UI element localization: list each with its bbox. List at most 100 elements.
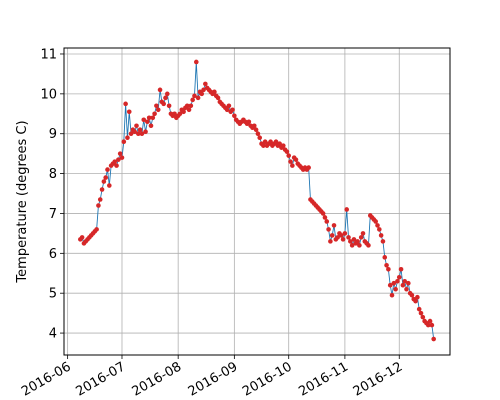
data-point bbox=[195, 95, 201, 101]
data-point bbox=[360, 231, 366, 236]
data-point bbox=[322, 215, 328, 220]
data-point bbox=[190, 97, 195, 103]
data-point bbox=[288, 159, 293, 164]
x-tick-label: 2016-09 bbox=[186, 359, 241, 399]
data-point bbox=[393, 286, 398, 292]
data-point bbox=[328, 239, 333, 244]
data-point bbox=[391, 280, 397, 286]
data-point bbox=[132, 129, 137, 135]
series-line bbox=[79, 61, 435, 340]
data-point bbox=[290, 163, 295, 168]
data-point bbox=[121, 139, 127, 144]
data-point bbox=[384, 262, 389, 268]
data-point bbox=[386, 266, 391, 272]
data-point bbox=[373, 219, 379, 224]
data-point bbox=[335, 235, 340, 240]
data-point bbox=[157, 87, 163, 93]
data-point bbox=[329, 233, 335, 238]
data-point bbox=[184, 103, 190, 109]
data-point bbox=[163, 95, 168, 101]
y-tick-label: 8 bbox=[49, 167, 57, 182]
x-tick-label: 2016-11 bbox=[296, 359, 351, 399]
data-point bbox=[146, 115, 152, 121]
data-point bbox=[400, 282, 406, 288]
data-point bbox=[429, 322, 435, 328]
data-point bbox=[172, 111, 177, 117]
data-point bbox=[280, 143, 286, 148]
data-point bbox=[107, 183, 112, 188]
data-point bbox=[105, 167, 110, 172]
data-point bbox=[268, 139, 273, 144]
data-point bbox=[262, 139, 268, 144]
data-point bbox=[150, 115, 156, 121]
data-point bbox=[251, 123, 257, 129]
data-point bbox=[154, 103, 159, 109]
data-point bbox=[166, 103, 172, 109]
data-point bbox=[123, 101, 128, 107]
data-point bbox=[253, 127, 259, 133]
data-point bbox=[203, 81, 208, 87]
y-axis-label: Temperature (degrees C) bbox=[15, 120, 30, 283]
data-point bbox=[331, 223, 337, 228]
data-point bbox=[366, 243, 371, 248]
data-point bbox=[284, 149, 290, 154]
data-point bbox=[96, 203, 101, 208]
data-point bbox=[143, 129, 148, 135]
temperature-points bbox=[78, 59, 436, 342]
grid bbox=[64, 48, 450, 355]
data-point bbox=[79, 235, 85, 240]
data-point bbox=[117, 151, 123, 156]
data-point bbox=[152, 111, 157, 117]
data-point bbox=[145, 119, 150, 125]
y-tick-label: 10 bbox=[40, 87, 57, 102]
data-point bbox=[358, 235, 364, 240]
data-point bbox=[101, 179, 107, 184]
data-point bbox=[293, 157, 299, 162]
data-point bbox=[431, 336, 436, 342]
data-point bbox=[116, 157, 121, 162]
data-point bbox=[148, 123, 154, 129]
y-tick-label: 9 bbox=[49, 127, 57, 142]
data-point bbox=[215, 95, 221, 101]
data-point bbox=[416, 306, 422, 312]
data-point bbox=[338, 233, 344, 238]
data-point bbox=[340, 237, 346, 242]
data-point bbox=[351, 237, 357, 242]
data-point bbox=[413, 298, 418, 304]
data-point bbox=[320, 211, 326, 216]
data-point bbox=[355, 239, 360, 244]
data-point bbox=[261, 143, 266, 148]
data-point bbox=[192, 93, 197, 99]
x-tick-label: 2016-12 bbox=[351, 359, 406, 399]
data-point bbox=[161, 101, 166, 107]
data-point bbox=[103, 175, 108, 180]
plot-frame bbox=[63, 47, 451, 356]
data-point bbox=[134, 123, 139, 129]
x-axis: 2016-06 2016-07 2016-08 2016-09 2016-10 2016-… bbox=[19, 355, 405, 400]
data-point bbox=[230, 107, 235, 113]
data-point bbox=[348, 239, 353, 244]
data-point bbox=[346, 235, 351, 240]
data-point bbox=[125, 135, 130, 141]
data-point bbox=[246, 119, 252, 125]
x-tick-label: 2016-06 bbox=[19, 359, 74, 399]
data-point bbox=[199, 91, 205, 97]
data-point bbox=[342, 231, 348, 236]
y-axis: 4 5 6 7 8 9 10 11 bbox=[40, 47, 64, 342]
data-point bbox=[255, 131, 261, 137]
y-tick-label: 7 bbox=[49, 207, 57, 222]
data-point bbox=[155, 107, 161, 113]
data-point bbox=[349, 243, 355, 248]
y-tick-label: 11 bbox=[40, 47, 57, 62]
data-point bbox=[396, 274, 402, 280]
data-point bbox=[306, 165, 311, 170]
data-point bbox=[395, 278, 400, 284]
y-tick-label: 6 bbox=[49, 247, 57, 262]
data-point bbox=[136, 131, 141, 137]
data-point bbox=[324, 219, 330, 224]
data-point bbox=[387, 282, 393, 288]
y-tick-label: 4 bbox=[49, 327, 57, 342]
data-point bbox=[377, 227, 382, 232]
data-point bbox=[277, 141, 282, 146]
data-point bbox=[409, 292, 415, 298]
